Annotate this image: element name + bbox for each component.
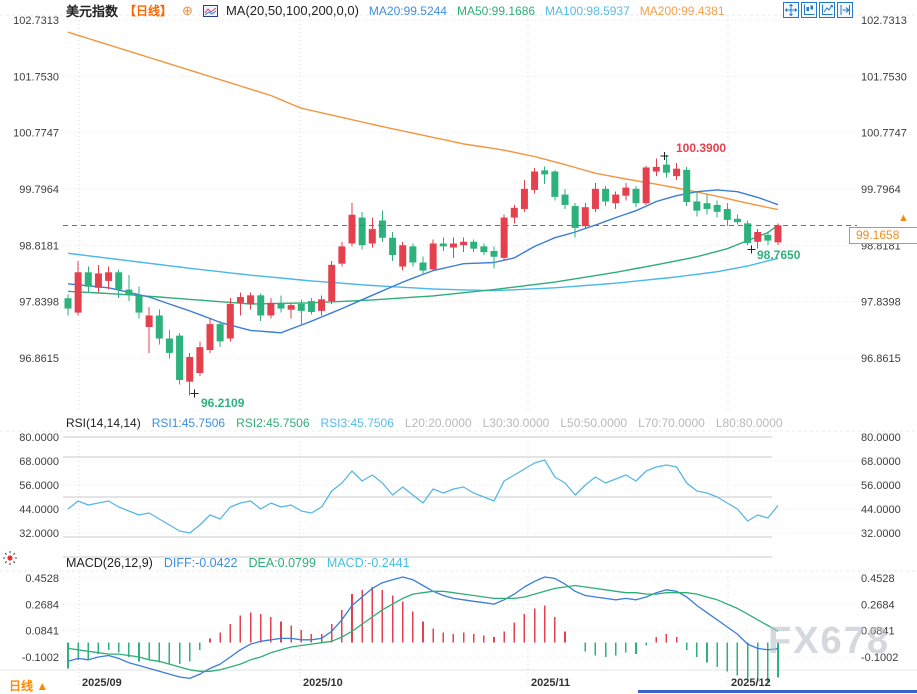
- kline-axes-icon[interactable]: [801, 2, 817, 18]
- ma200-value: MA200:99.4381: [639, 3, 725, 18]
- crosshair-icon[interactable]: [783, 2, 799, 18]
- rsi-l20: L20:20.0000: [404, 416, 472, 430]
- svg-text:99.7964: 99.7964: [861, 184, 901, 196]
- macd-panel-header: MACD(26,12,9) DIFF:-0.0422 DEA:0.0799 MA…: [66, 556, 410, 570]
- svg-text:97.8398: 97.8398: [861, 297, 901, 309]
- svg-text:-0.1002: -0.1002: [861, 652, 898, 664]
- macd-formula: MACD(26,12,9): [66, 556, 153, 570]
- ma-lines: [67, 31, 779, 334]
- current-price-tag: 99.1658: [849, 227, 917, 244]
- ma100-value: MA100:98.5937: [545, 3, 630, 18]
- rsi-l50: L50:50.0000: [560, 416, 628, 430]
- dea-value: DEA:0.0799: [248, 556, 316, 570]
- rsi-l80: L80:80.0000: [715, 416, 783, 430]
- svg-text:97.8398: 97.8398: [19, 297, 59, 309]
- date-axis: 日线 ▲ 2025/09 2025/10 2025/11 2025/12: [0, 671, 917, 694]
- date-label-sep: 2025/09: [82, 677, 122, 689]
- symbol-title: 美元指数: [66, 4, 119, 19]
- period-selector[interactable]: 日线 ▲: [9, 679, 49, 693]
- svg-text:101.7530: 101.7530: [861, 71, 907, 83]
- svg-text:102.7313: 102.7313: [861, 15, 907, 27]
- rsi3-value: RSI3:45.7506: [320, 416, 394, 430]
- macd-histogram: [67, 586, 779, 683]
- macd-lines: [67, 576, 779, 680]
- rsi-l30: L30:30.0000: [482, 416, 550, 430]
- svg-text:32.0000: 32.0000: [861, 528, 901, 540]
- rsi2-value: RSI2:45.7506: [236, 416, 310, 430]
- price-markers: [190, 151, 756, 398]
- rsi-panel-header: RSI(14,14,14) RSI1:45.7506 RSI2:45.7506 …: [66, 416, 783, 430]
- date-label-nov: 2025/11: [531, 677, 571, 689]
- svg-text:0.0841: 0.0841: [861, 626, 895, 638]
- period-badge: 【日线】: [124, 4, 173, 18]
- svg-text:80.0000: 80.0000: [19, 432, 59, 444]
- high-price-label: 100.3900: [676, 141, 727, 155]
- svg-text:102.7313: 102.7313: [13, 15, 59, 27]
- candles: [64, 154, 782, 396]
- svg-text:68.0000: 68.0000: [861, 456, 901, 468]
- main-chart-header: 美元指数 【日线】 ⊕ MA(20,50,100,200,0,0) MA20:9…: [66, 1, 725, 20]
- svg-text:99.7964: 99.7964: [19, 184, 59, 196]
- ma-formula: MA(20,50,100,200,0,0): [225, 3, 359, 18]
- svg-text:44.0000: 44.0000: [19, 504, 59, 516]
- svg-text:100.7747: 100.7747: [13, 128, 59, 140]
- gridlines: [63, 16, 857, 688]
- svg-text:0.2684: 0.2684: [25, 599, 59, 611]
- scrollbar[interactable]: [638, 690, 917, 693]
- svg-text:96.8615: 96.8615: [19, 353, 59, 365]
- svg-text:100.7747: 100.7747: [861, 128, 907, 140]
- trend-axes-icon[interactable]: [819, 2, 835, 18]
- svg-text:56.0000: 56.0000: [19, 480, 59, 492]
- svg-text:0.2684: 0.2684: [861, 599, 895, 611]
- svg-text:-0.1002: -0.1002: [22, 652, 59, 664]
- rsi-line: [67, 459, 779, 534]
- svg-text:68.0000: 68.0000: [19, 456, 59, 468]
- circle-plus-icon[interactable]: ⊕: [182, 3, 193, 18]
- price-up-arrow-icon: ▲: [898, 212, 909, 224]
- svg-text:101.7530: 101.7530: [13, 71, 59, 83]
- svg-text:98.8181: 98.8181: [19, 240, 59, 252]
- ma20-value: MA20:99.5244: [368, 3, 447, 18]
- rsi-l70: L70:70.0000: [638, 416, 705, 430]
- chart-toolbar: [783, 2, 853, 18]
- rsi-formula: RSI(14,14,14): [66, 416, 141, 430]
- macd-value: MACD:-0.2441: [326, 556, 410, 570]
- watermark: FX678: [768, 620, 890, 662]
- svg-text:32.0000: 32.0000: [19, 528, 59, 540]
- svg-text:80.0000: 80.0000: [861, 432, 901, 444]
- indicator-settings-icon[interactable]: [2, 550, 18, 571]
- svg-text:96.8615: 96.8615: [861, 353, 901, 365]
- svg-text:44.0000: 44.0000: [861, 504, 901, 516]
- date-label-dec: 2025/12: [731, 677, 771, 689]
- rsi1-value: RSI1:45.7506: [151, 416, 226, 430]
- svg-text:0.4528: 0.4528: [25, 573, 59, 585]
- low-price-label: 96.2109: [201, 396, 245, 410]
- mini-chart-icon[interactable]: [202, 4, 218, 17]
- svg-text:56.0000: 56.0000: [861, 480, 901, 492]
- pan-right-icon[interactable]: [837, 2, 853, 18]
- recent-low-price-label: 98.7650: [757, 248, 801, 262]
- panel-separators: [0, 14, 917, 671]
- svg-text:0.0841: 0.0841: [25, 626, 59, 638]
- diff-value: DIFF:-0.0422: [163, 556, 238, 570]
- ma50-value: MA50:99.1686: [456, 3, 536, 18]
- date-label-oct: 2025/10: [303, 677, 343, 689]
- svg-text:0.4528: 0.4528: [861, 573, 895, 585]
